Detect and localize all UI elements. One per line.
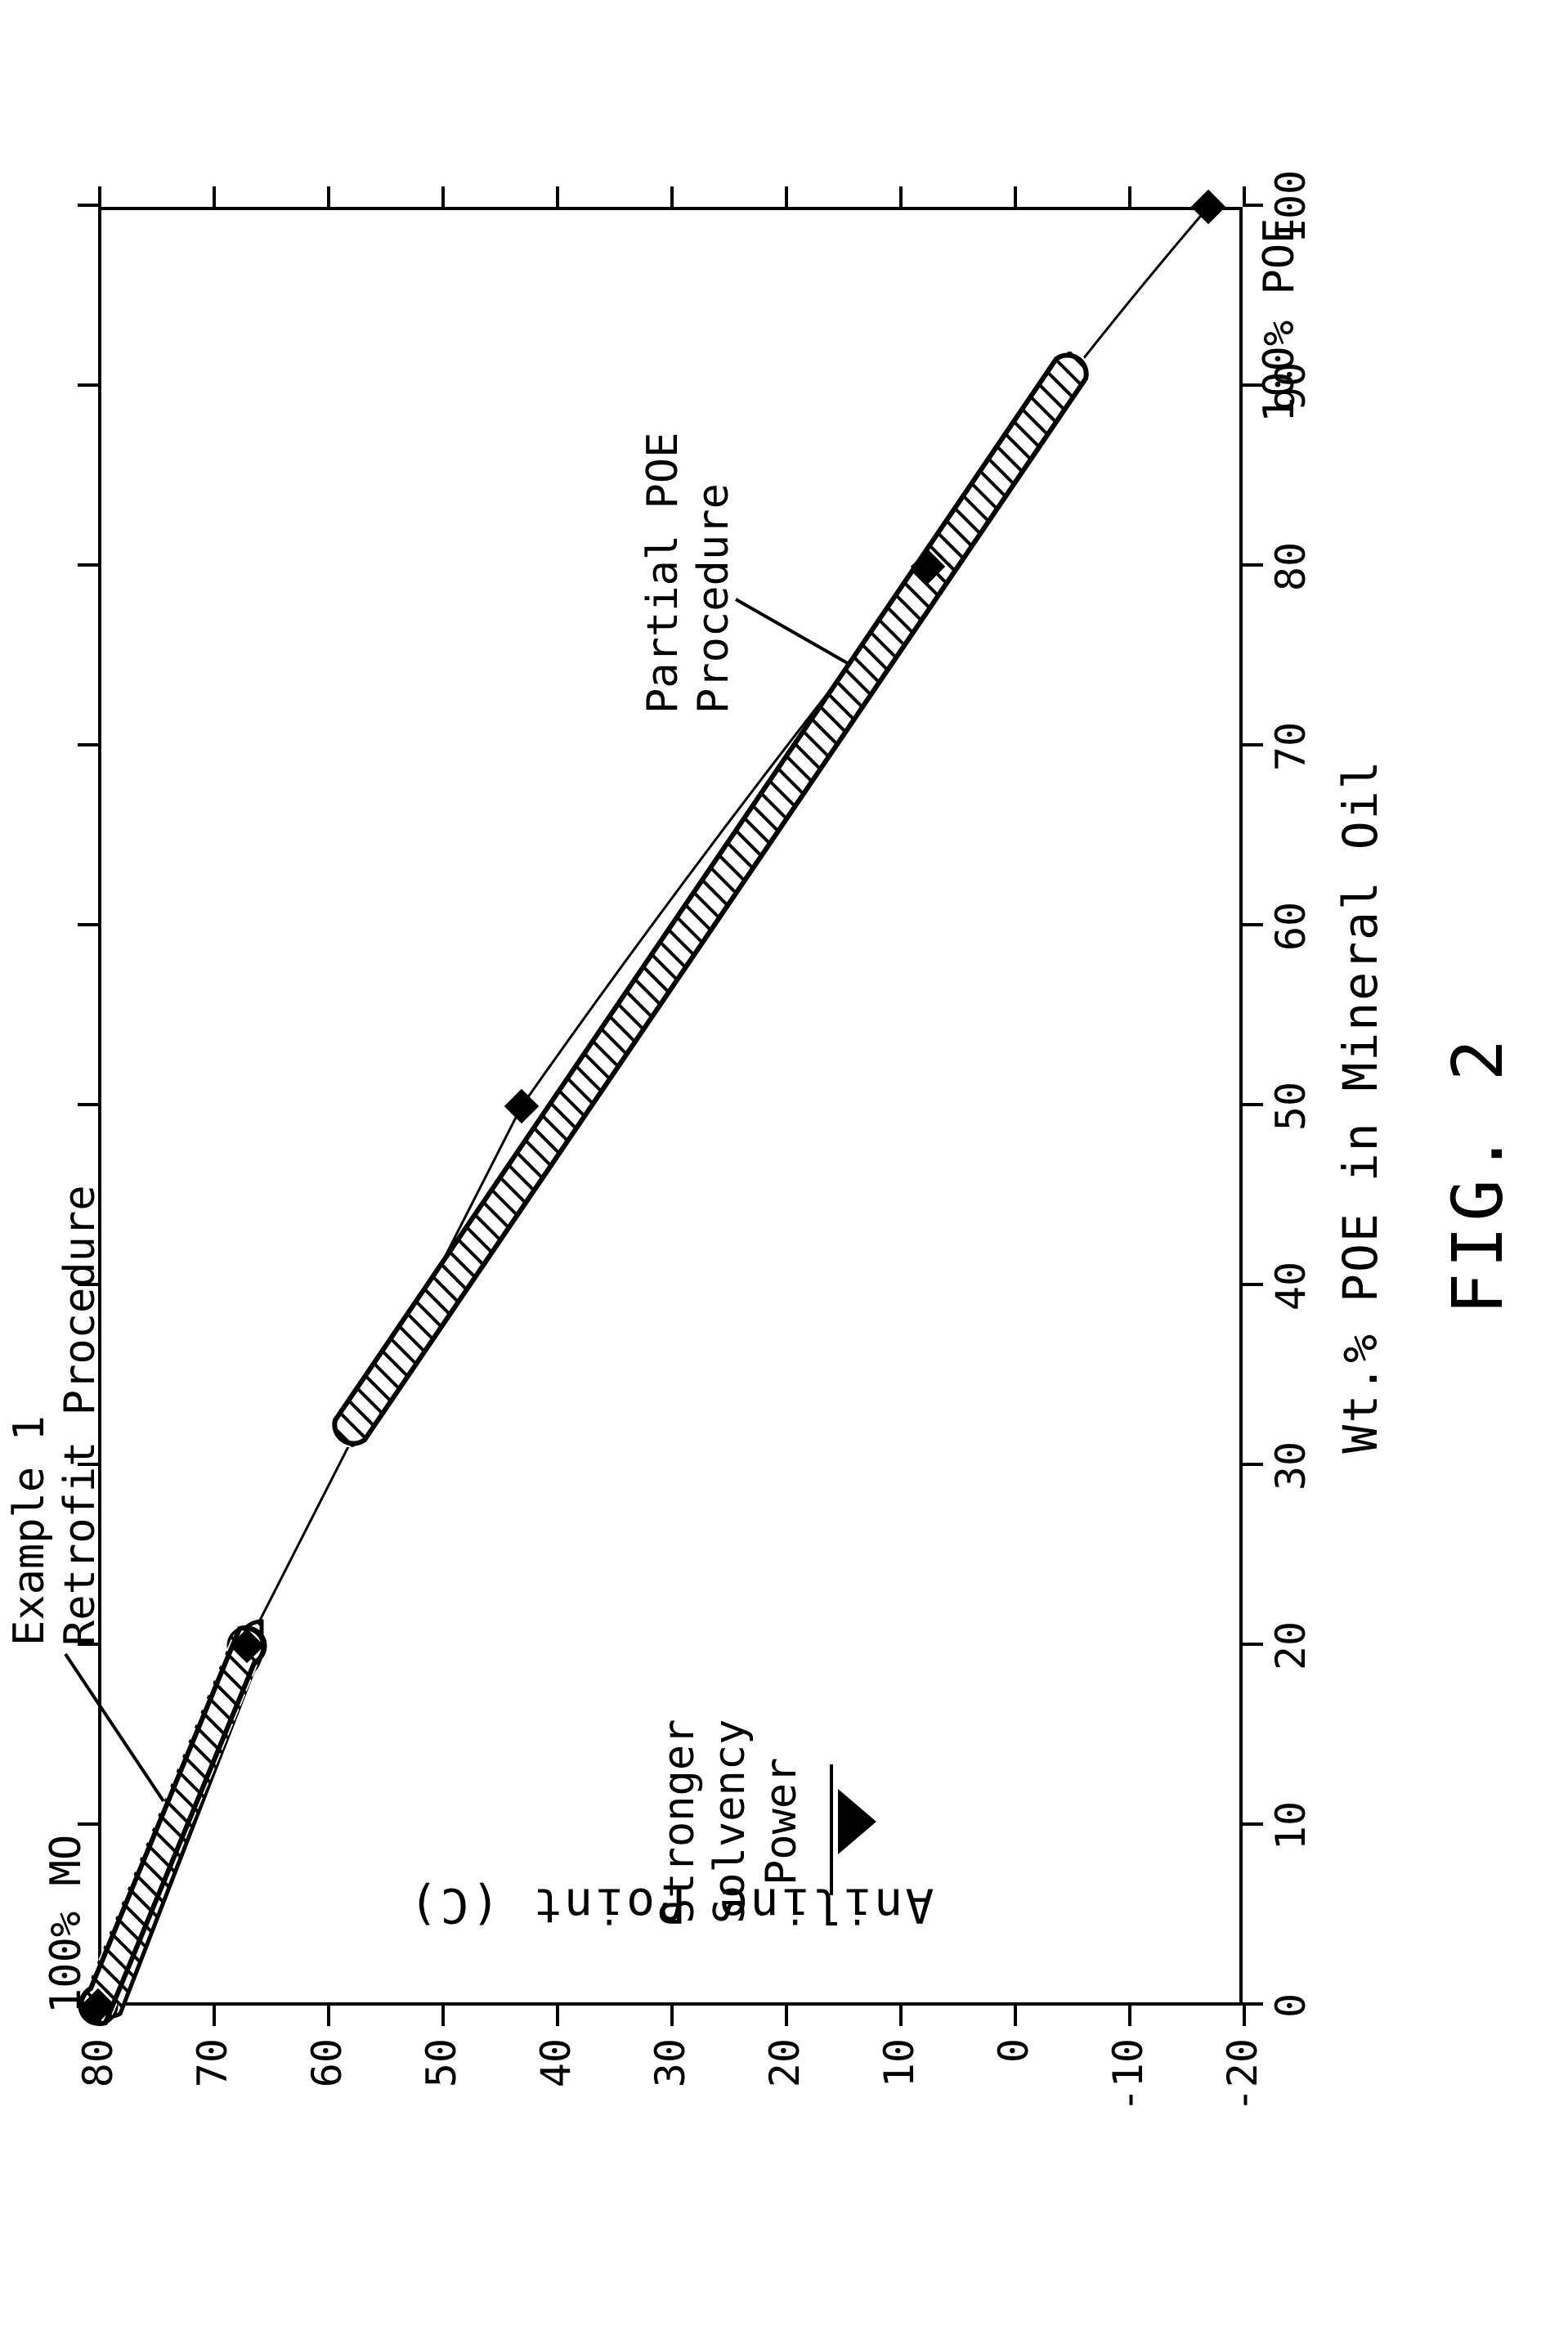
xtick-label: 50 xyxy=(1267,1082,1315,1131)
annotation-line: Partial POE xyxy=(638,433,688,714)
ytick-label: 50 xyxy=(418,2038,465,2087)
leader-line-1 xyxy=(65,1654,164,1801)
ytick-label: -10 xyxy=(1104,2038,1152,2112)
annotation-partial-poe: Partial POE Procedure xyxy=(638,433,740,714)
annotation-line: Procedure xyxy=(689,483,738,714)
xtick-label: 0 xyxy=(1267,1993,1315,2018)
annotation-100-mo: 100% MO xyxy=(41,1835,92,2014)
annotation-100-poe: 100% POE xyxy=(1254,218,1305,423)
xtick-label: 20 xyxy=(1267,1621,1315,1670)
ytick-label: 80 xyxy=(74,2038,122,2087)
annotation-solvency-arrow: Stronger Solvency Power xyxy=(654,1719,880,1924)
annotation-line: Retrofit Procedure xyxy=(56,1185,105,1646)
annotation-line: Stronger xyxy=(654,1719,705,1924)
leader-line-2 xyxy=(736,599,850,665)
xtick-label: 30 xyxy=(1267,1441,1315,1491)
ytick-label: 40 xyxy=(532,2038,580,2087)
chart-plot-area: 0 10 20 30 40 50 60 70 80 90 100 -20 -10… xyxy=(98,207,1243,2006)
ytick-label: 10 xyxy=(876,2038,923,2087)
xtick-label: 60 xyxy=(1267,902,1315,951)
xtick-label: 10 xyxy=(1267,1801,1315,1850)
annotation-retrofit: Example 1 Retrofit Procedure xyxy=(4,1185,106,1646)
ytick-label: 20 xyxy=(761,2038,809,2087)
annotation-line: Example 1 xyxy=(5,1415,54,1646)
xtick-label: 80 xyxy=(1267,542,1315,591)
ytick-label: 30 xyxy=(647,2038,694,2087)
ytick-label: -20 xyxy=(1219,2038,1266,2112)
ytick-label: 70 xyxy=(189,2038,236,2087)
ytick-label: 60 xyxy=(303,2038,351,2087)
xtick-label: 40 xyxy=(1267,1262,1315,1311)
xtick-label: 70 xyxy=(1267,722,1315,771)
arrow-down-icon xyxy=(815,1724,880,1920)
ytick-label: 0 xyxy=(990,2038,1037,2063)
figure-caption: FIG. 2 xyxy=(1438,1034,1519,1315)
x-axis-label: Wt.% POE in Mineral Oil xyxy=(1333,759,1388,1453)
annotation-line: Solvency xyxy=(705,1719,755,1924)
annotation-line: Power xyxy=(756,1719,807,1924)
rotated-chart-container: 0 10 20 30 40 50 60 70 80 90 100 -20 -10… xyxy=(0,0,1568,2349)
